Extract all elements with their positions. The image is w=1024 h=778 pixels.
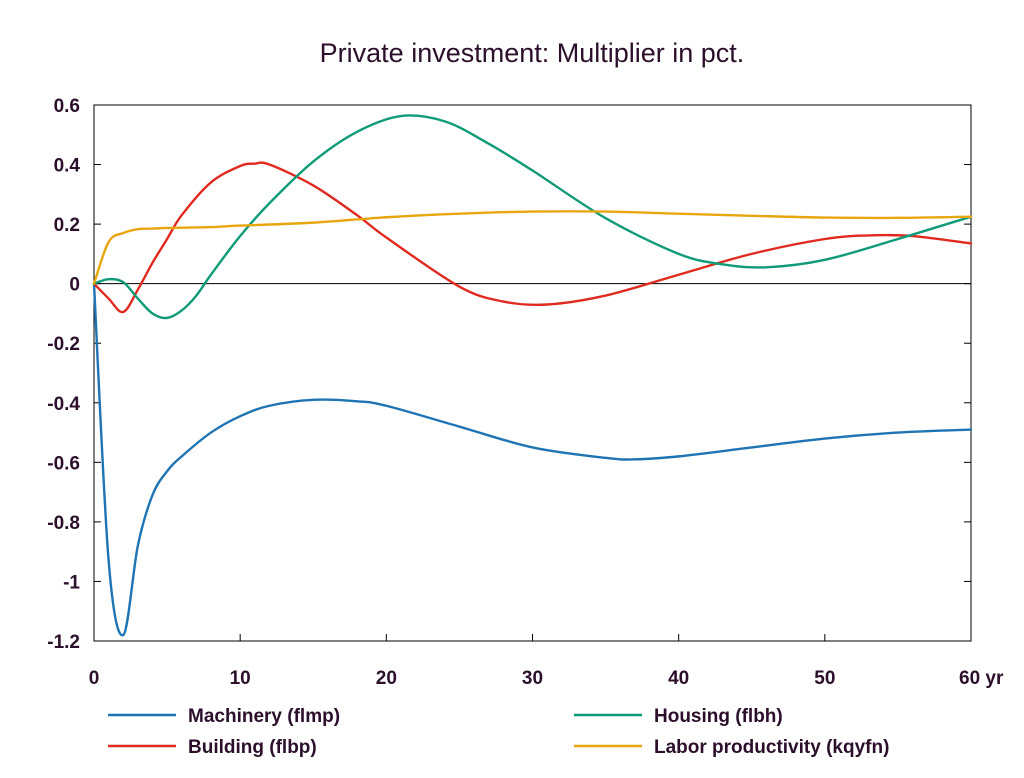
x-tick-label: 20	[376, 668, 397, 689]
x-tick-label: 0	[89, 668, 100, 689]
y-tick-label: 0.2	[54, 215, 80, 236]
y-tick-label: -1.2	[47, 632, 80, 653]
series-line-machinery	[92, 282, 973, 637]
legend-label-building: Building (flbp)	[188, 737, 317, 758]
x-tick-label: 60 yr	[959, 668, 1004, 689]
y-tick-label: 0.4	[54, 156, 81, 177]
legend-label-housing: Housing (flbh)	[654, 706, 783, 727]
legend-label-machinery: Machinery (flmp)	[188, 706, 340, 727]
y-tick-label: -0.8	[47, 513, 80, 534]
axis-ticks: -1.2 -1 -0.8 -0.6 -0.4 -0.2 0 0.2 0.4 0.6 0 10 20 30 4…	[47, 96, 1004, 689]
y-tick-label: -0.2	[47, 334, 80, 355]
x-tick-label: 40	[668, 668, 689, 689]
chart-title: Private investment: Multiplier in pct.	[320, 38, 745, 68]
series-line-labor-productivity	[92, 210, 973, 285]
series-line-housing	[92, 114, 973, 320]
series-layer	[92, 114, 973, 637]
y-tick-label: 0.6	[54, 96, 80, 117]
x-tick-label: 10	[230, 668, 251, 689]
y-tick-label: -0.4	[47, 394, 80, 415]
plot-frame	[93, 104, 972, 642]
y-tick-label: -1	[63, 572, 80, 593]
x-tick-label: 50	[814, 668, 835, 689]
legend-label-labor-productivity: Labor productivity (kqyfn)	[654, 737, 889, 758]
y-tick-label: 0	[69, 275, 80, 296]
x-tick-label: 30	[522, 668, 543, 689]
series-line-building	[92, 161, 973, 314]
legend: Machinery (flmp) Building (flbp) Housing (…	[108, 706, 889, 758]
y-tick-label: -0.6	[47, 453, 80, 474]
